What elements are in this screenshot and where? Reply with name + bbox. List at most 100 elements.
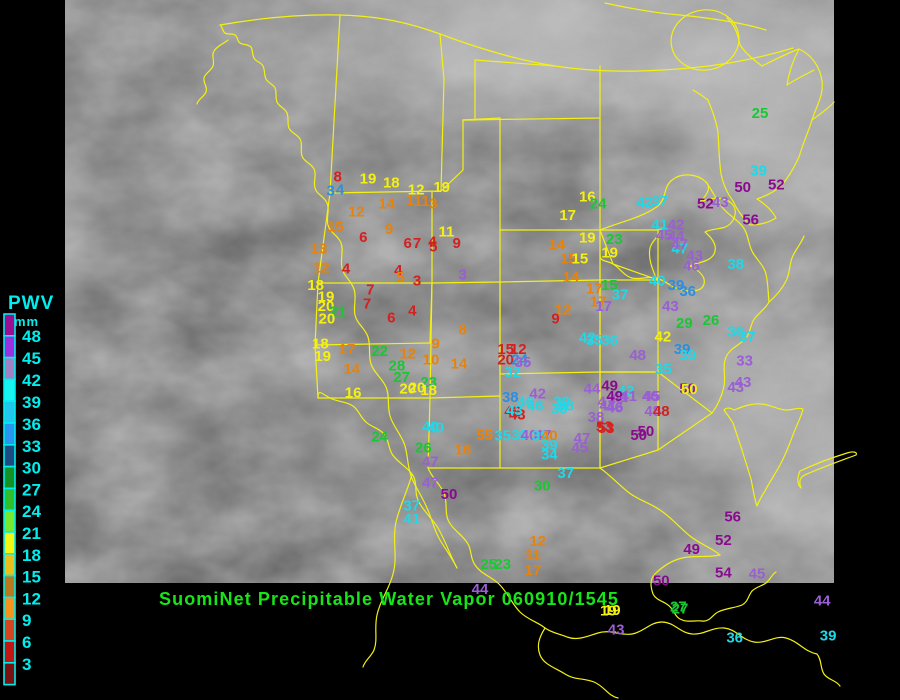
svg-text:19: 19 [579, 229, 596, 246]
svg-text:55: 55 [476, 427, 493, 444]
svg-text:37: 37 [739, 328, 756, 345]
svg-text:9: 9 [385, 221, 393, 238]
svg-text:38: 38 [727, 256, 744, 273]
svg-text:6: 6 [387, 310, 395, 327]
svg-text:54: 54 [715, 565, 732, 582]
svg-text:43: 43 [662, 298, 679, 315]
svg-text:15: 15 [22, 568, 41, 587]
svg-text:3: 3 [413, 272, 421, 289]
svg-text:4: 4 [336, 181, 345, 198]
svg-text:16: 16 [345, 384, 362, 401]
svg-text:48: 48 [653, 403, 670, 420]
svg-text:43: 43 [712, 194, 729, 211]
svg-text:38: 38 [557, 397, 574, 414]
svg-text:27: 27 [22, 480, 41, 499]
svg-text:50: 50 [681, 381, 698, 398]
svg-text:47: 47 [574, 430, 591, 447]
svg-text:35: 35 [586, 332, 603, 349]
svg-text:33: 33 [22, 437, 41, 456]
svg-text:17: 17 [525, 562, 542, 579]
svg-text:14: 14 [343, 361, 360, 378]
svg-text:42: 42 [22, 371, 41, 390]
svg-text:47: 47 [422, 474, 439, 491]
svg-text:19: 19 [433, 179, 450, 196]
svg-text:7: 7 [363, 296, 371, 313]
svg-text:12: 12 [313, 260, 330, 277]
svg-text:49: 49 [683, 541, 700, 558]
svg-text:22: 22 [371, 343, 388, 360]
svg-text:19: 19 [360, 171, 377, 188]
svg-text:3: 3 [327, 182, 335, 199]
svg-text:17: 17 [595, 298, 612, 315]
svg-text:27: 27 [670, 598, 687, 615]
svg-text:16: 16 [455, 442, 472, 459]
svg-text:9: 9 [453, 235, 461, 252]
svg-text:6: 6 [22, 633, 31, 652]
svg-text:37: 37 [612, 286, 629, 303]
svg-text:13: 13 [311, 241, 328, 258]
svg-text:9: 9 [551, 311, 559, 328]
svg-text:42: 42 [529, 386, 546, 403]
svg-text:5: 5 [397, 269, 405, 286]
svg-text:46: 46 [683, 257, 700, 274]
svg-text:43: 43 [608, 622, 625, 639]
svg-text:18: 18 [22, 546, 41, 565]
svg-text:56: 56 [724, 509, 741, 526]
svg-text:12: 12 [22, 589, 41, 608]
svg-text:3: 3 [429, 195, 437, 212]
svg-text:24: 24 [22, 502, 41, 521]
svg-text:10: 10 [423, 352, 440, 369]
svg-text:15: 15 [572, 250, 589, 267]
svg-text:43: 43 [735, 374, 752, 391]
svg-text:14: 14 [378, 195, 395, 212]
svg-text:36: 36 [601, 332, 618, 349]
svg-text:11: 11 [414, 193, 430, 210]
svg-text:17: 17 [339, 341, 356, 358]
svg-text:45: 45 [749, 565, 766, 582]
svg-text:30: 30 [22, 459, 41, 478]
svg-text:50: 50 [441, 486, 458, 503]
svg-text:39: 39 [22, 393, 41, 412]
svg-text:36: 36 [726, 630, 743, 647]
svg-text:14: 14 [563, 269, 580, 286]
svg-text:5: 5 [429, 239, 437, 256]
svg-text:39: 39 [679, 347, 696, 364]
svg-text:4: 4 [408, 303, 417, 320]
svg-text:32: 32 [504, 364, 521, 381]
svg-text:24: 24 [590, 195, 607, 212]
svg-text:46: 46 [606, 400, 623, 417]
svg-text:40: 40 [422, 418, 439, 435]
svg-text:19: 19 [601, 244, 618, 261]
svg-text:14: 14 [451, 355, 468, 372]
svg-text:7: 7 [413, 235, 421, 252]
svg-text:25: 25 [752, 105, 769, 122]
svg-text:19: 19 [600, 602, 617, 619]
svg-text:56: 56 [742, 212, 759, 229]
svg-text:PWV: PWV [8, 293, 54, 314]
svg-text:50: 50 [734, 179, 751, 196]
svg-text:40: 40 [649, 272, 666, 289]
svg-text:37: 37 [651, 193, 668, 210]
svg-text:44: 44 [814, 593, 831, 610]
svg-text:SuomiNet Precipitable Water Va: SuomiNet Precipitable Water Vapor 060910… [159, 589, 619, 609]
svg-text:44: 44 [472, 581, 489, 598]
svg-text:52: 52 [715, 532, 732, 549]
svg-text:30: 30 [534, 478, 551, 495]
svg-text:47: 47 [422, 453, 439, 470]
svg-text:12: 12 [348, 203, 365, 220]
svg-text:50: 50 [653, 572, 670, 589]
svg-text:8: 8 [459, 321, 467, 338]
svg-text:4: 4 [342, 261, 351, 278]
svg-text:39: 39 [750, 163, 767, 180]
svg-text:45: 45 [22, 349, 41, 368]
svg-text:24: 24 [371, 429, 388, 446]
svg-text:3: 3 [459, 267, 467, 284]
svg-text:45: 45 [644, 388, 661, 405]
svg-text:18: 18 [383, 174, 400, 191]
svg-text:34: 34 [541, 446, 558, 463]
svg-text:6: 6 [404, 235, 412, 252]
svg-text:9: 9 [22, 611, 31, 630]
svg-text:29: 29 [676, 315, 693, 332]
svg-text:37: 37 [557, 465, 574, 482]
svg-text:52: 52 [768, 177, 785, 194]
